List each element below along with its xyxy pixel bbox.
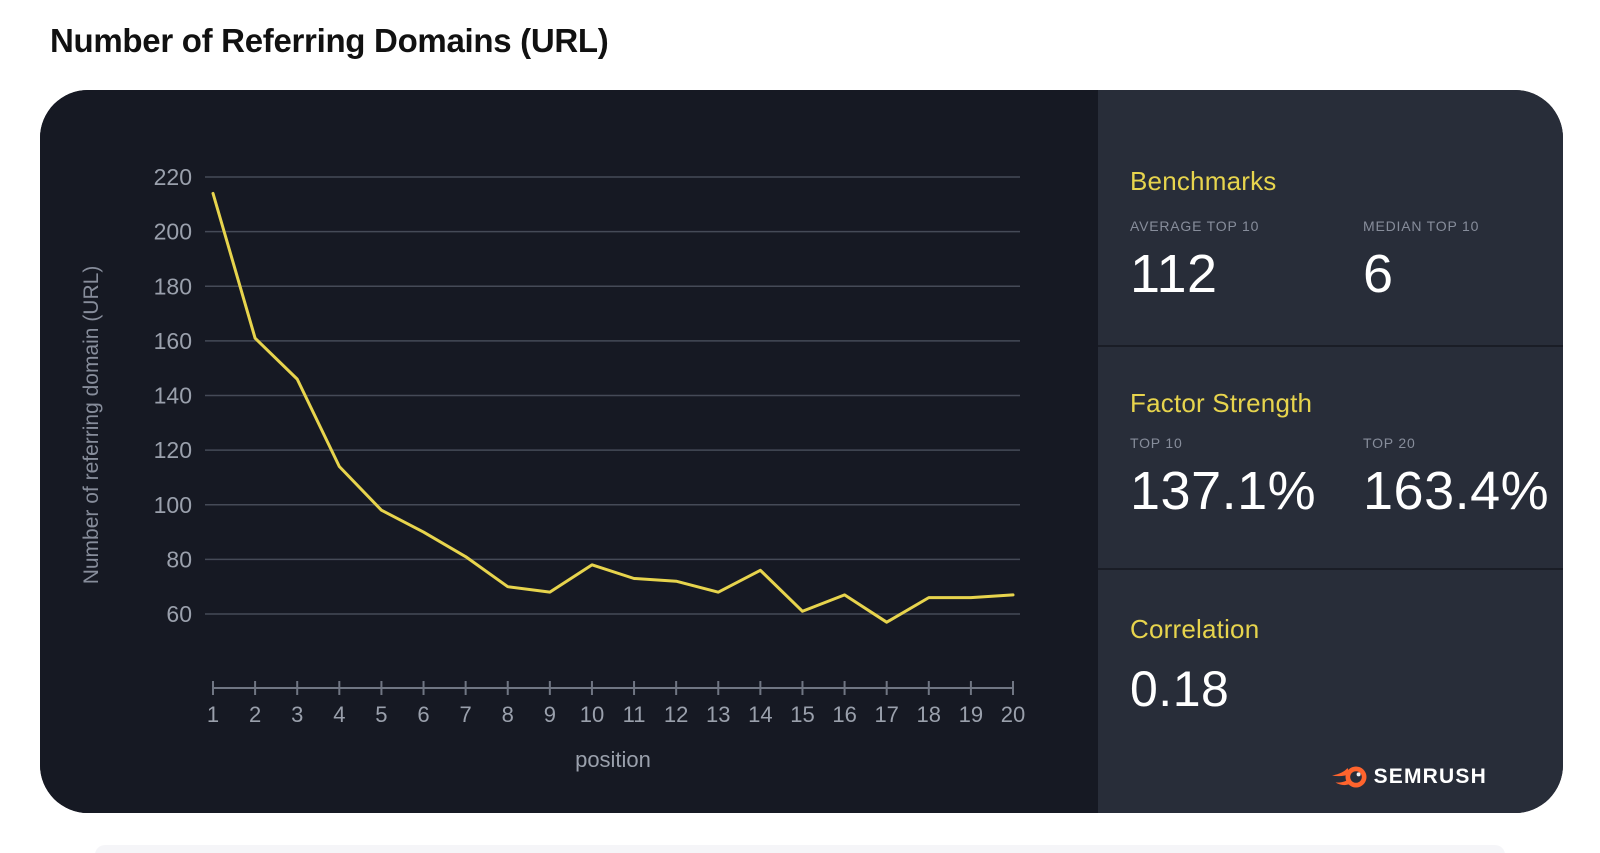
x-tick-label: 15 <box>790 702 814 727</box>
x-tick-label: 6 <box>417 702 429 727</box>
page-title: Number of Referring Domains (URL) <box>50 22 609 59</box>
correlation-section: Correlation 0.18 SEMRUSH <box>1098 570 1563 813</box>
x-tick-label: 11 <box>623 702 646 727</box>
section-divider <box>1098 568 1563 570</box>
x-axis-title: position <box>575 747 651 772</box>
stat-value: 137.1% <box>1130 461 1317 521</box>
y-tick-label: 180 <box>154 273 192 299</box>
semrush-logo: SEMRUSH <box>1331 763 1487 791</box>
correlation-heading: Correlation <box>1130 614 1260 644</box>
stat-label: TOP 10 <box>1130 435 1183 451</box>
factor-strength-top10: TOP 10 137.1% <box>1130 435 1316 522</box>
benchmarks-section: Benchmarks AVERAGE TOP 10 112 MEDIAN TOP… <box>1098 90 1563 345</box>
x-tick-label: 17 <box>874 702 898 727</box>
y-tick-label: 60 <box>166 601 192 627</box>
y-tick-label: 220 <box>154 164 192 190</box>
y-tick-label: 160 <box>154 328 192 354</box>
y-tick-label: 140 <box>154 383 192 409</box>
x-tick-label: 9 <box>544 702 556 727</box>
x-tick-label: 5 <box>375 702 387 727</box>
stat-label: AVERAGE TOP 10 <box>1130 218 1260 234</box>
stat-label: MEDIAN TOP 10 <box>1363 218 1480 234</box>
x-tick-label: 10 <box>580 702 604 727</box>
x-tick-label: 3 <box>291 702 303 727</box>
chart-area: 220 200 180 160 140 120 100 80 60 1 2 3 4 5 6 7 8 9 10 11 12… <box>40 90 1098 813</box>
x-tick-label: 4 <box>333 702 345 727</box>
x-tick-label: 12 <box>664 702 688 727</box>
x-tick-label: 2 <box>249 702 261 727</box>
y-tick-label: 120 <box>154 437 192 463</box>
stat-label: TOP 20 <box>1363 435 1416 451</box>
stat-value: 112 <box>1130 244 1218 304</box>
y-tick-label: 100 <box>154 492 192 518</box>
benchmarks-heading: Benchmarks <box>1130 166 1277 196</box>
factor-strength-top20: TOP 20 163.4% <box>1363 435 1549 522</box>
benchmarks-average-top10: AVERAGE TOP 10 112 <box>1130 218 1259 305</box>
x-tick-label: 13 <box>706 702 730 727</box>
x-tick-label: 8 <box>502 702 514 727</box>
y-axis-title: Number of referring domain (URL) <box>80 266 103 585</box>
data-line-referring-domains <box>211 191 1015 624</box>
stat-value: 6 <box>1363 244 1394 304</box>
factor-strength-heading: Factor Strength <box>1130 388 1313 418</box>
x-tick-label: 16 <box>832 702 856 727</box>
x-tick-label: 1 <box>207 702 219 727</box>
stat-value: 163.4% <box>1363 461 1550 521</box>
y-tick-label: 200 <box>154 219 192 245</box>
stats-panel: Benchmarks AVERAGE TOP 10 112 MEDIAN TOP… <box>1098 90 1563 813</box>
x-tick-label: 20 <box>1001 702 1025 727</box>
semrush-flame-icon <box>1331 763 1367 791</box>
y-tick-label: 80 <box>166 546 192 572</box>
semrush-wordmark: SEMRUSH <box>1373 765 1487 788</box>
next-card-edge <box>95 845 1505 853</box>
benchmarks-median-top10: MEDIAN TOP 10 6 <box>1363 218 1479 305</box>
x-tick-label: 18 <box>917 702 941 727</box>
correlation-value: 0.18 <box>1130 661 1230 717</box>
x-tick-label: 19 <box>959 702 983 727</box>
factor-strength-section: Factor Strength TOP 10 137.1% TOP 20 163… <box>1098 347 1563 566</box>
x-tick-label: 14 <box>748 702 772 727</box>
section-divider <box>1098 345 1563 347</box>
factor-card: 220 200 180 160 140 120 100 80 60 1 2 3 4 5 6 7 8 9 10 11 12… <box>40 90 1563 813</box>
x-tick-label: 7 <box>460 702 472 727</box>
